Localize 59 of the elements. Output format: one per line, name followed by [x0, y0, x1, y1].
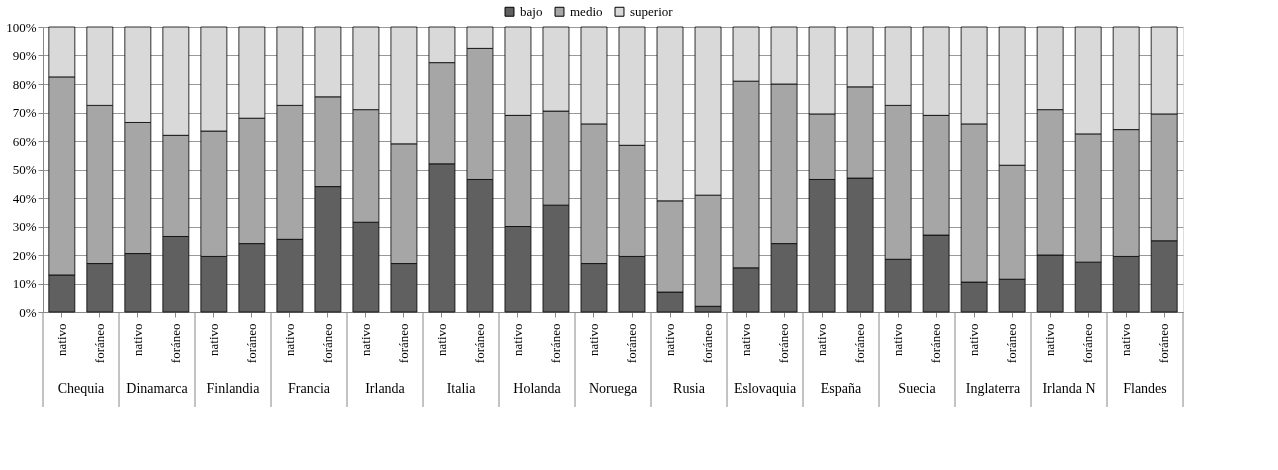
x-tick-label: nativo: [662, 323, 678, 356]
y-tick-label: 60%: [12, 133, 37, 149]
x-tick-label: nativo: [509, 323, 525, 356]
y-tick-label: 10%: [12, 276, 37, 291]
text: Italia: [446, 381, 477, 396]
x-tick-label: nativo: [1042, 323, 1058, 356]
text: Flandes: [1123, 381, 1167, 396]
x-tick-label: nativo: [966, 323, 982, 356]
x-tick-label: foráneo: [1156, 323, 1172, 364]
y-tick-label: 0%: [19, 304, 37, 320]
x-tick-label: nativo: [890, 323, 906, 356]
x-tick-label: foráneo: [776, 323, 792, 364]
x-tick-label: foráneo: [928, 323, 944, 364]
x-tick-label: foráneo: [167, 323, 183, 364]
x-tick-label: foráneo: [1004, 323, 1020, 364]
legend-label: bajo: [520, 3, 543, 19]
x-tick-label: nativo: [357, 323, 373, 356]
y-tick-label: 40%: [12, 190, 37, 206]
x-tick-label: nativo: [281, 323, 297, 356]
x-tick-label: nativo: [814, 323, 830, 356]
x-tick-label: foráneo: [852, 323, 868, 364]
text: Dinamarca: [126, 381, 189, 396]
x-tick-label: nativo: [129, 323, 145, 356]
y-tick-label: 100%: [6, 19, 37, 35]
text: Irlanda N: [1042, 381, 1096, 396]
text: Inglaterra: [965, 381, 1021, 396]
x-tick-label: foráneo: [547, 323, 563, 364]
text: Francia: [288, 381, 331, 396]
x-tick-label: foráneo: [1080, 323, 1096, 364]
legend-label: superior: [630, 3, 674, 19]
text: Irlanda: [365, 381, 406, 396]
text: Chequia: [57, 381, 106, 396]
y-tick-label: 80%: [12, 76, 37, 92]
x-tick-label: foráneo: [319, 323, 335, 364]
text: Suecia: [898, 381, 937, 396]
x-tick-label: foráneo: [91, 323, 107, 364]
x-tick-label: nativo: [1118, 323, 1134, 356]
x-tick-label: nativo: [205, 323, 221, 356]
x-tick-label: foráneo: [471, 323, 487, 364]
x-tick-label: nativo: [738, 323, 754, 356]
text: España: [820, 381, 862, 396]
text: Finlandia: [206, 381, 261, 396]
legend-label: medio: [570, 3, 603, 19]
x-tick-label: foráneo: [395, 323, 411, 364]
y-tick-label: 70%: [12, 105, 37, 120]
x-tick-label: foráneo: [624, 323, 640, 364]
x-tick-label: nativo: [53, 323, 69, 356]
x-tick-label: foráneo: [700, 323, 716, 364]
x-tick-label: nativo: [433, 323, 449, 356]
y-tick-label: 20%: [12, 247, 37, 263]
y-tick-label: 50%: [12, 162, 37, 177]
y-tick-label: 30%: [12, 219, 37, 234]
text: Holanda: [513, 381, 562, 396]
text: Noruega: [588, 381, 638, 396]
text: Rusia: [673, 381, 706, 396]
text: Eslovaquia: [733, 381, 797, 396]
y-tick-label: 90%: [12, 48, 37, 63]
x-tick-label: nativo: [585, 323, 601, 356]
x-tick-label: foráneo: [243, 323, 259, 364]
